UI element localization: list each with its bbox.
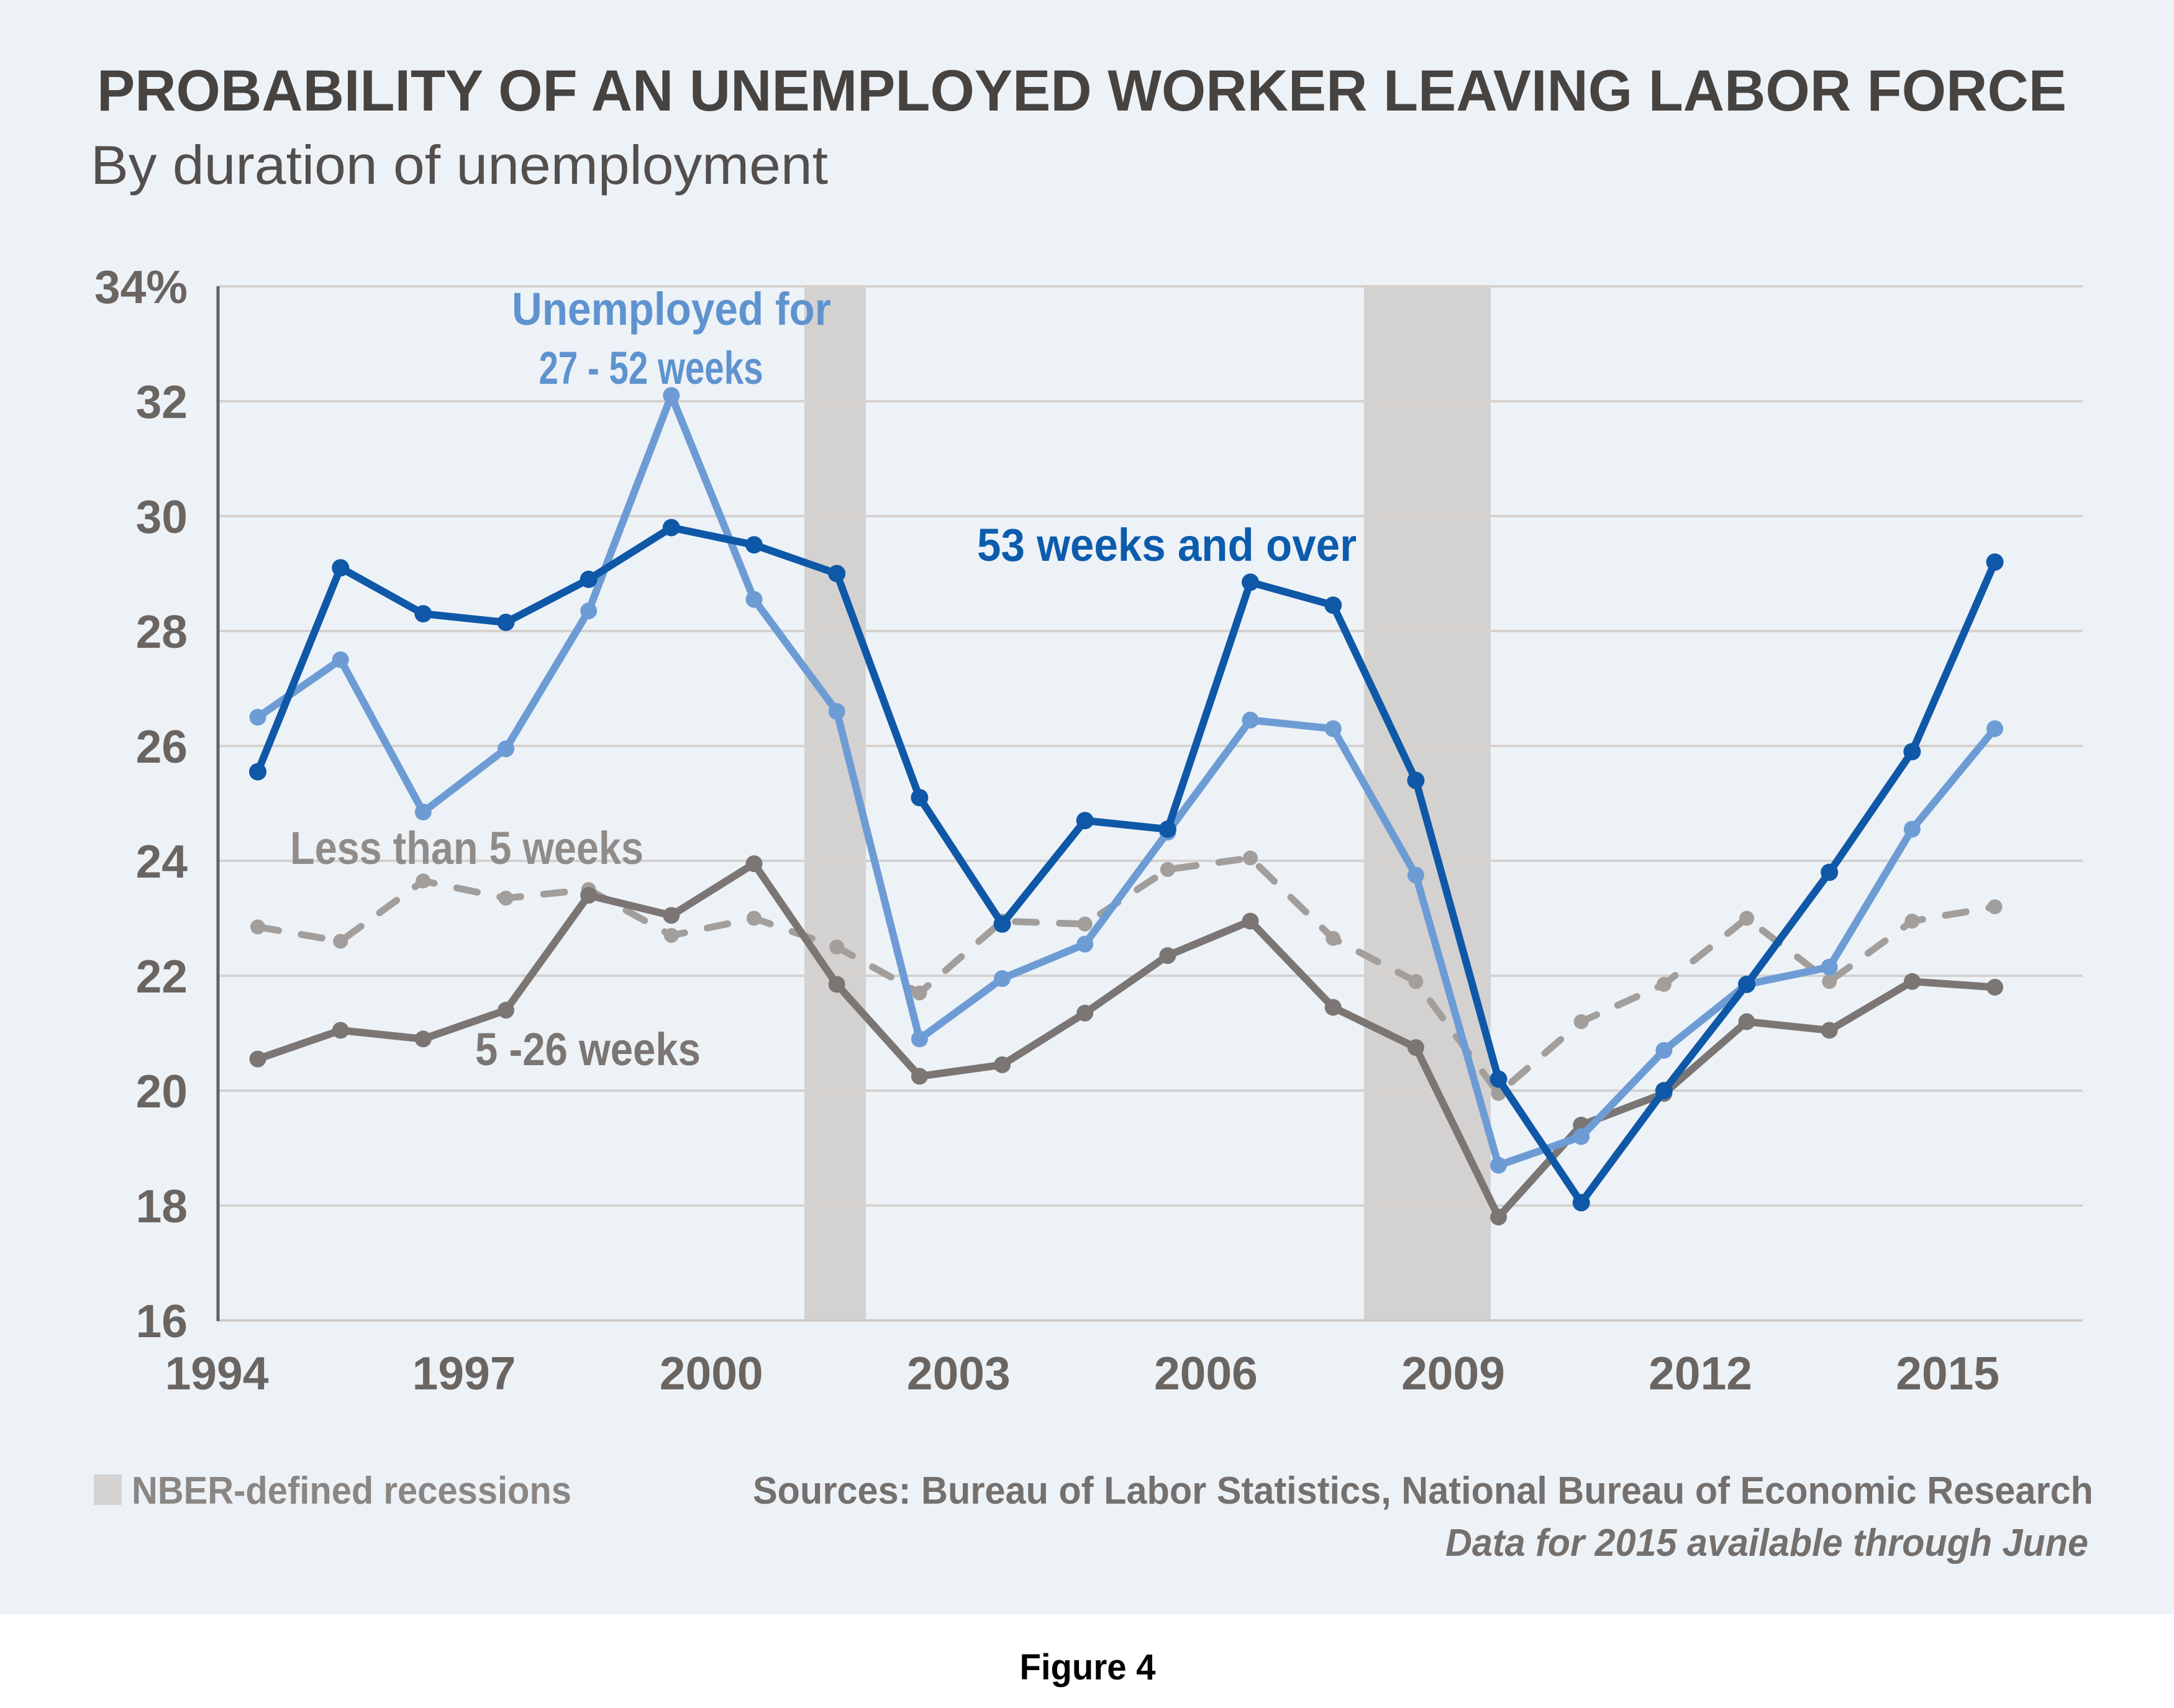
- svg-text:53 weeks and over: 53 weeks and over: [977, 519, 1357, 571]
- svg-text:NBER-defined recessions: NBER-defined recessions: [132, 1470, 571, 1512]
- svg-text:Unemployed for: Unemployed for: [512, 283, 831, 335]
- svg-text:20: 20: [136, 1065, 188, 1117]
- svg-text:24: 24: [136, 835, 188, 888]
- svg-text:2009: 2009: [1401, 1347, 1505, 1399]
- svg-text:22: 22: [136, 950, 188, 1002]
- svg-text:18: 18: [136, 1180, 188, 1232]
- svg-text:34%: 34%: [94, 261, 188, 313]
- svg-text:Less than 5 weeks: Less than 5 weeks: [290, 822, 644, 874]
- svg-text:By duration of unemployment: By duration of unemployment: [91, 134, 828, 196]
- svg-text:Sources: Bureau of Labor Stati: Sources: Bureau of Labor Statistics, Nat…: [753, 1470, 2093, 1512]
- svg-text:2015: 2015: [1896, 1347, 1999, 1399]
- svg-text:2000: 2000: [660, 1347, 763, 1399]
- svg-text:16: 16: [136, 1295, 188, 1347]
- svg-text:2006: 2006: [1154, 1347, 1258, 1399]
- svg-text:32: 32: [136, 376, 188, 428]
- svg-text:1997: 1997: [412, 1347, 516, 1399]
- svg-text:30: 30: [136, 491, 188, 543]
- svg-text:2012: 2012: [1649, 1347, 1752, 1399]
- svg-text:Figure 4: Figure 4: [1020, 1647, 1156, 1688]
- svg-text:1994: 1994: [165, 1347, 269, 1399]
- svg-text:28: 28: [136, 606, 188, 658]
- svg-text:26: 26: [136, 720, 188, 773]
- svg-text:5 -26 weeks: 5 -26 weeks: [475, 1024, 701, 1075]
- svg-text:PROBABILITY OF AN UNEMPLOYED W: PROBABILITY OF AN UNEMPLOYED WORKER LEAV…: [97, 58, 2067, 123]
- svg-text:Data for 2015 available throug: Data for 2015 available through June: [1445, 1522, 2088, 1565]
- svg-text:27 - 52 weeks: 27 - 52 weeks: [539, 342, 763, 394]
- svg-text:2003: 2003: [907, 1347, 1011, 1399]
